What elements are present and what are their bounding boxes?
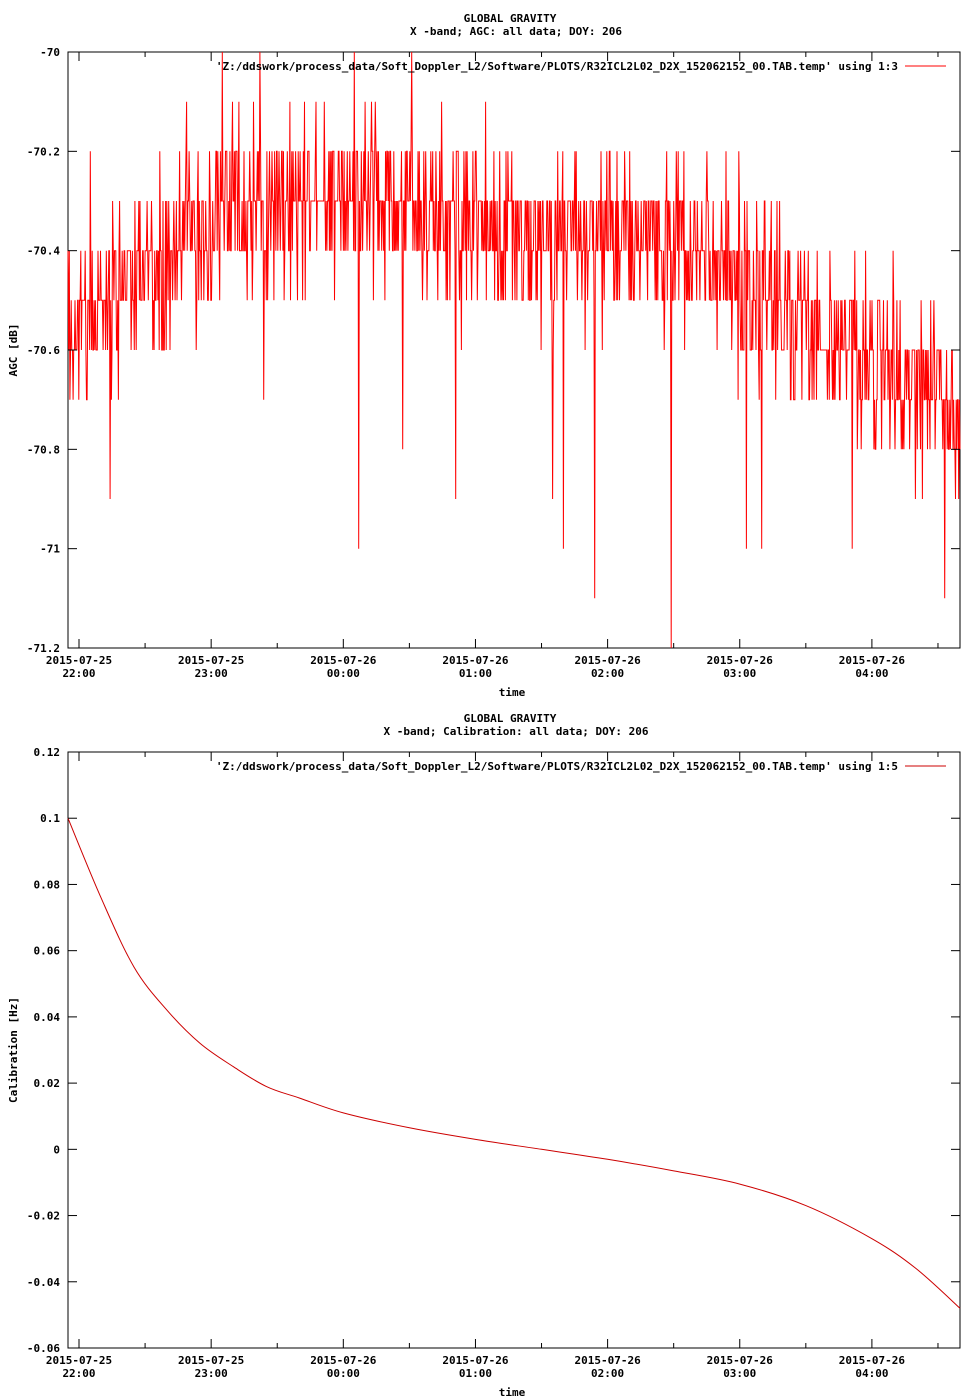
calibration-y-tick-label: 0.1 xyxy=(40,812,60,825)
agc-x-tick-date: 2015-07-26 xyxy=(574,654,641,667)
calibration-y-tick-label: 0.08 xyxy=(34,878,61,891)
calibration-legend-label: 'Z:/ddswork/process_data/Soft_Doppler_L2… xyxy=(216,760,898,773)
calibration-x-tick-time: 02:00 xyxy=(591,1367,624,1380)
calibration-x-tick-time: 01:00 xyxy=(459,1367,492,1380)
calibration-y-tick-label: 0.12 xyxy=(34,746,61,759)
agc-y-axis: -70 -70.2 -70.4 -70.6 -70.8 -71 -71.2 xyxy=(27,46,960,655)
calibration-y-tick-label: 0 xyxy=(53,1143,60,1156)
agc-y-tick-label: -70.6 xyxy=(27,344,60,357)
calibration-x-axis: 2015-07-2522:002015-07-2523:002015-07-26… xyxy=(46,752,939,1380)
agc-y-tick-label: -71 xyxy=(40,543,60,556)
agc-x-tick-time: 02:00 xyxy=(591,667,624,680)
calibration-x-axis-label: time xyxy=(499,1386,526,1399)
calibration-x-tick-time: 03:00 xyxy=(723,1367,756,1380)
agc-series-layer xyxy=(67,51,961,649)
calibration-chart-title: GLOBAL GRAVITY xyxy=(464,712,557,725)
calibration-y-tick-label: -0.06 xyxy=(27,1342,60,1355)
calibration-y-tick-label: 0.02 xyxy=(34,1077,61,1090)
calibration-x-tick-date: 2015-07-26 xyxy=(574,1354,641,1367)
calibration-y-axis-label: Calibration [Hz] xyxy=(7,997,20,1103)
agc-legend-label: 'Z:/ddswork/process_data/Soft_Doppler_L2… xyxy=(216,60,898,73)
agc-chart-title: GLOBAL GRAVITY xyxy=(464,12,557,25)
calibration-y-tick-label: 0.04 xyxy=(34,1011,61,1024)
calibration-series-layer xyxy=(67,818,961,1309)
agc-y-tick-label: -70 xyxy=(40,46,60,59)
agc-y-tick-label: -70.8 xyxy=(27,443,60,456)
calibration-chart: GLOBAL GRAVITY X -band; Calibration: all… xyxy=(7,712,961,1399)
calibration-y-tick-label: -0.02 xyxy=(27,1210,60,1223)
agc-chart: GLOBAL GRAVITY X -band; AGC: all data; D… xyxy=(7,12,961,699)
agc-y-axis-label: AGC [dB] xyxy=(7,324,20,377)
agc-x-tick-date: 2015-07-26 xyxy=(707,654,774,667)
agc-x-axis: 2015-07-2522:002015-07-2523:002015-07-26… xyxy=(46,52,939,680)
calibration-series-line xyxy=(67,818,961,1309)
calibration-x-tick-date: 2015-07-25 xyxy=(178,1354,244,1367)
calibration-x-tick-date: 2015-07-26 xyxy=(310,1354,377,1367)
agc-x-tick-time: 00:00 xyxy=(327,667,360,680)
calibration-x-tick-date: 2015-07-26 xyxy=(707,1354,774,1367)
agc-series-line xyxy=(67,51,961,649)
agc-x-tick-date: 2015-07-25 xyxy=(46,654,112,667)
agc-x-tick-time: 04:00 xyxy=(855,667,888,680)
calibration-plot-frame xyxy=(67,751,961,1349)
calibration-x-tick-date: 2015-07-26 xyxy=(442,1354,509,1367)
calibration-x-tick-date: 2015-07-25 xyxy=(46,1354,112,1367)
agc-y-tick-label: -70.4 xyxy=(27,245,60,258)
agc-x-tick-time: 01:00 xyxy=(459,667,492,680)
agc-x-tick-date: 2015-07-26 xyxy=(310,654,377,667)
calibration-x-tick-time: 00:00 xyxy=(327,1367,360,1380)
agc-chart-subtitle: X -band; AGC: all data; DOY: 206 xyxy=(410,25,622,38)
calibration-y-axis: 0.12 0.1 0.08 0.06 0.04 0.02 0 -0.02 -0.04 -0.06 xyxy=(27,746,960,1355)
agc-x-tick-date: 2015-07-25 xyxy=(178,654,244,667)
agc-x-tick-date: 2015-07-26 xyxy=(442,654,509,667)
calibration-x-tick-time: 22:00 xyxy=(62,1367,95,1380)
calibration-x-tick-date: 2015-07-26 xyxy=(839,1354,906,1367)
agc-x-tick-time: 22:00 xyxy=(62,667,95,680)
agc-x-tick-time: 03:00 xyxy=(723,667,756,680)
calibration-x-tick-time: 23:00 xyxy=(195,1367,228,1380)
calibration-y-tick-label: -0.04 xyxy=(27,1276,60,1289)
calibration-x-tick-time: 04:00 xyxy=(855,1367,888,1380)
agc-x-tick-time: 23:00 xyxy=(195,667,228,680)
agc-x-tick-date: 2015-07-26 xyxy=(839,654,906,667)
agc-x-axis-label: time xyxy=(499,686,526,699)
calibration-chart-subtitle: X -band; Calibration: all data; DOY: 206 xyxy=(384,725,649,738)
agc-y-tick-label: -70.2 xyxy=(27,145,60,158)
agc-y-tick-label: -71.2 xyxy=(27,642,60,655)
calibration-y-tick-label: 0.06 xyxy=(34,945,61,958)
